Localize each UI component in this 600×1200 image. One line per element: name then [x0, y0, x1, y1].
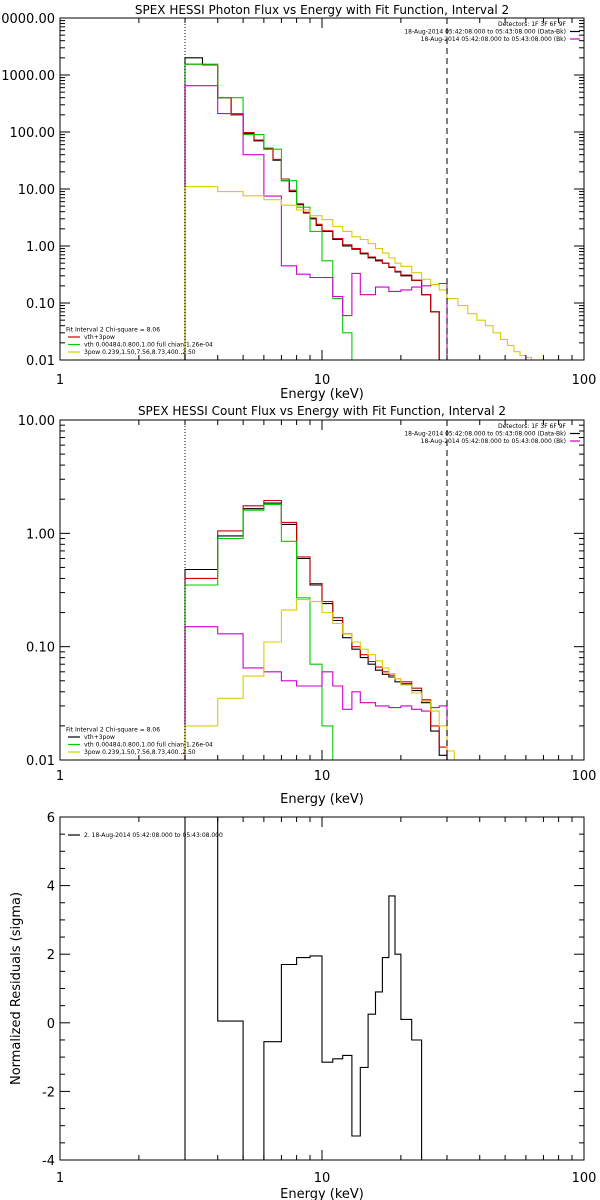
legend-entry: vth+3pow: [84, 734, 115, 741]
y-tick-label: 6: [47, 811, 55, 826]
series-line-3: [184, 63, 361, 360]
chart-panel-3: 1 10 100 Energy (keV) 6 4 2 0 -2 -4 Normalized Res…: [9, 811, 596, 1200]
series-line-1: [184, 502, 448, 760]
y-tick-label: 1.00: [26, 527, 55, 542]
x-tick-label: 10: [314, 373, 331, 388]
x-tick-label: 10: [314, 769, 331, 784]
legend-entry: 3pow 0.239,1.50,7.56,8.73,400.,2.50: [84, 749, 196, 756]
series-line-2: [184, 63, 440, 360]
legend-entry: vth 0.00484,0.800,1.00 full chian 1.26e-…: [84, 342, 213, 349]
x-tick-label: 1: [56, 1171, 64, 1186]
y-tick-label: 0.10: [26, 641, 55, 656]
y-tick-label: -4: [42, 1154, 55, 1169]
y-tick-label: 1000.00: [1, 69, 55, 84]
chart-title: SPEX HESSI Photon Flux vs Energy with Fi…: [135, 3, 509, 17]
series-group: [184, 57, 538, 360]
series-line-5: [184, 599, 455, 760]
x-axis-label: Energy (keV): [280, 1187, 364, 1200]
y-tick-label: 10.00: [18, 414, 55, 429]
header-line: Detectors: 1F 3F 6F 9F: [498, 21, 567, 28]
legend-entry: Fit Interval 2 Chi-square = 8.06: [66, 727, 160, 734]
legend-entry: vth 0.00484,0.800,1.00 full chian 1.26e-…: [84, 742, 213, 749]
header-line: 18-Aug-2014 05:42:08.000 to 05:43:08.000…: [421, 36, 566, 43]
x-axis-label: Energy (keV): [280, 792, 364, 807]
y-tick-label: 2: [47, 948, 55, 963]
x-tick-label: 1: [56, 373, 64, 388]
x-tick-label: 1: [56, 769, 64, 784]
y-tick-label: 100.00: [10, 126, 56, 141]
legend-entry: 3pow 0.239,1.50,7.56,8.73,400.,2.50: [84, 349, 196, 356]
series-line-2: [184, 499, 448, 760]
series-line-5: [184, 186, 538, 360]
header-line: Detectors: 1F 3F 6F 9F: [498, 423, 567, 430]
x-tick-label: 100: [572, 769, 597, 784]
header-line: 18-Aug-2014 05:42:08.000 to 05:43:08.000…: [421, 438, 566, 445]
series-group: [184, 499, 455, 760]
y-tick-label: 10.00: [18, 183, 55, 198]
x-axis-label: Energy (keV): [280, 387, 364, 402]
x-tick-label: 10: [314, 1171, 331, 1186]
y-tick-label: 4: [47, 880, 55, 895]
y-axis-label: Normalized Residuals (sigma): [9, 892, 24, 1085]
y-tick-label: 1.00: [26, 240, 55, 255]
plot-frame: [59, 17, 585, 361]
chart-panel-1: SPEX HESSI Photon Flux vs Energy with Fi…: [0, 3, 596, 402]
legend-entry: 2. 18-Aug-2014 05:42:08.000 to 05:43:08.…: [84, 832, 223, 839]
series-line-1: [184, 57, 440, 360]
chart-title: SPEX HESSI Count Flux vs Energy with Fit…: [138, 404, 506, 418]
legend-entry: Fit Interval 2 Chi-square = 8.06: [66, 327, 160, 334]
y-tick-label: 0.01: [26, 754, 55, 769]
series-group: [184, 817, 448, 1160]
chart-panel-2: SPEX HESSI Count Flux vs Energy with Fit…: [18, 404, 597, 807]
header-line: 18-Aug-2014 05:42:08.000 to 05:43:08.000…: [404, 29, 566, 36]
x-tick-label: 100: [572, 373, 597, 388]
y-tick-label: 0.10: [26, 297, 55, 312]
x-tick-label: 100: [572, 1171, 597, 1186]
y-tick-label: 0.01: [26, 354, 55, 369]
y-tick-label: 10000.00: [0, 12, 55, 27]
series-line-1: [184, 817, 448, 1160]
y-tick-label: 0: [47, 1017, 55, 1032]
series-line-4: [184, 85, 448, 360]
header-line: 18-Aug-2014 05:42:08.000 to 05:43:08.000…: [404, 431, 566, 438]
series-line-3: [184, 503, 334, 760]
y-tick-label: -2: [42, 1085, 55, 1100]
legend-entry: vth+3pow: [84, 334, 115, 341]
